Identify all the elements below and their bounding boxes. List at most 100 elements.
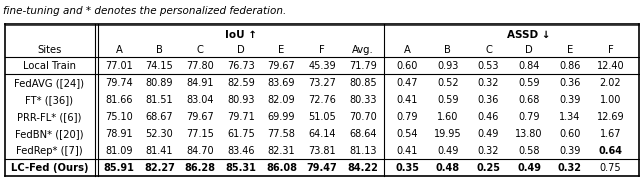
- Text: 0.41: 0.41: [397, 146, 418, 156]
- Text: IoU ↑: IoU ↑: [225, 30, 257, 40]
- Text: FedRep* ([7]): FedRep* ([7]): [16, 146, 83, 156]
- Text: 0.93: 0.93: [437, 61, 458, 71]
- Text: 83.69: 83.69: [268, 78, 295, 88]
- Text: 79.71: 79.71: [227, 112, 255, 122]
- Text: 0.41: 0.41: [397, 95, 418, 105]
- Text: A: A: [404, 45, 411, 55]
- Text: 1.60: 1.60: [437, 112, 458, 122]
- Text: B: B: [156, 45, 163, 55]
- Text: 19.95: 19.95: [434, 129, 461, 139]
- Text: ASSD ↓: ASSD ↓: [508, 30, 551, 40]
- Text: 0.49: 0.49: [437, 146, 458, 156]
- Text: 0.44: 0.44: [639, 163, 640, 173]
- Text: 68.64: 68.64: [349, 129, 376, 139]
- Text: 86.28: 86.28: [185, 163, 216, 173]
- Text: 0.32: 0.32: [558, 163, 582, 173]
- Text: 0.64: 0.64: [598, 146, 623, 156]
- Text: D: D: [237, 45, 244, 55]
- Text: FedBN* ([20]): FedBN* ([20]): [15, 129, 84, 139]
- Text: 64.14: 64.14: [308, 129, 336, 139]
- Text: 1.34: 1.34: [559, 112, 580, 122]
- Text: 68.67: 68.67: [146, 112, 173, 122]
- Text: 0.68: 0.68: [518, 95, 540, 105]
- Text: 0.32: 0.32: [477, 78, 499, 88]
- Text: 70.70: 70.70: [349, 112, 376, 122]
- Text: 78.91: 78.91: [105, 129, 132, 139]
- Text: 0.36: 0.36: [478, 95, 499, 105]
- Text: 0.59: 0.59: [518, 78, 540, 88]
- Text: 77.58: 77.58: [268, 129, 296, 139]
- Text: E: E: [566, 45, 573, 55]
- Text: FedAVG ([24]): FedAVG ([24]): [14, 78, 84, 88]
- Text: 0.59: 0.59: [437, 95, 459, 105]
- Text: Avg.: Avg.: [352, 45, 374, 55]
- Text: 0.60: 0.60: [559, 129, 580, 139]
- Text: 77.80: 77.80: [186, 61, 214, 71]
- Text: 80.89: 80.89: [146, 78, 173, 88]
- Text: 81.13: 81.13: [349, 146, 376, 156]
- Text: 0.39: 0.39: [559, 146, 580, 156]
- Text: 79.67: 79.67: [186, 112, 214, 122]
- Text: 80.33: 80.33: [349, 95, 376, 105]
- Text: 0.54: 0.54: [396, 129, 418, 139]
- Text: 1.67: 1.67: [600, 129, 621, 139]
- Text: LC-Fed (Ours): LC-Fed (Ours): [10, 163, 88, 173]
- Text: 83.46: 83.46: [227, 146, 255, 156]
- Text: 0.32: 0.32: [477, 146, 499, 156]
- Text: 51.05: 51.05: [308, 112, 336, 122]
- Text: 0.35: 0.35: [396, 163, 419, 173]
- Text: 75.10: 75.10: [105, 112, 132, 122]
- Text: 79.67: 79.67: [268, 61, 295, 71]
- Text: 0.36: 0.36: [559, 78, 580, 88]
- Text: 81.51: 81.51: [146, 95, 173, 105]
- Text: 82.31: 82.31: [268, 146, 295, 156]
- Text: 82.59: 82.59: [227, 78, 255, 88]
- Text: 79.74: 79.74: [105, 78, 132, 88]
- Text: 82.09: 82.09: [268, 95, 295, 105]
- Text: A: A: [115, 45, 122, 55]
- Text: 81.66: 81.66: [105, 95, 132, 105]
- Text: 80.93: 80.93: [227, 95, 255, 105]
- Text: 71.79: 71.79: [349, 61, 376, 71]
- Text: 83.04: 83.04: [186, 95, 214, 105]
- Text: D: D: [525, 45, 533, 55]
- Text: 84.91: 84.91: [186, 78, 214, 88]
- Text: 0.79: 0.79: [518, 112, 540, 122]
- Text: 79.47: 79.47: [307, 163, 337, 173]
- Text: 2.02: 2.02: [600, 78, 621, 88]
- Text: 12.40: 12.40: [596, 61, 624, 71]
- Text: 61.75: 61.75: [227, 129, 255, 139]
- Text: 82.27: 82.27: [144, 163, 175, 173]
- Text: 52.30: 52.30: [146, 129, 173, 139]
- Text: B: B: [444, 45, 451, 55]
- Text: 0.75: 0.75: [600, 163, 621, 173]
- Text: 80.85: 80.85: [349, 78, 376, 88]
- Text: 77.15: 77.15: [186, 129, 214, 139]
- Text: fine-tuning and * denotes the personalized federation.: fine-tuning and * denotes the personaliz…: [3, 6, 287, 16]
- Text: 0.79: 0.79: [396, 112, 418, 122]
- Text: 45.39: 45.39: [308, 61, 336, 71]
- Text: 1.00: 1.00: [600, 95, 621, 105]
- Text: 0.49: 0.49: [517, 163, 541, 173]
- Text: F: F: [319, 45, 325, 55]
- Text: 0.84: 0.84: [518, 61, 540, 71]
- Text: 0.48: 0.48: [436, 163, 460, 173]
- Text: 0.49: 0.49: [478, 129, 499, 139]
- Text: 0.53: 0.53: [477, 61, 499, 71]
- Text: 74.15: 74.15: [146, 61, 173, 71]
- Text: 0.47: 0.47: [396, 78, 418, 88]
- Text: Sites: Sites: [37, 45, 61, 55]
- Text: 72.76: 72.76: [308, 95, 336, 105]
- Text: 0.58: 0.58: [518, 146, 540, 156]
- Text: 84.22: 84.22: [348, 163, 378, 173]
- Text: 0.60: 0.60: [397, 61, 418, 71]
- Text: 0.86: 0.86: [559, 61, 580, 71]
- Text: 73.27: 73.27: [308, 78, 336, 88]
- Text: 69.99: 69.99: [268, 112, 295, 122]
- Text: F: F: [607, 45, 613, 55]
- Text: 86.08: 86.08: [266, 163, 297, 173]
- Text: 81.41: 81.41: [146, 146, 173, 156]
- Text: 85.91: 85.91: [104, 163, 134, 173]
- Text: FT* ([36]): FT* ([36]): [26, 95, 73, 105]
- Text: 84.70: 84.70: [186, 146, 214, 156]
